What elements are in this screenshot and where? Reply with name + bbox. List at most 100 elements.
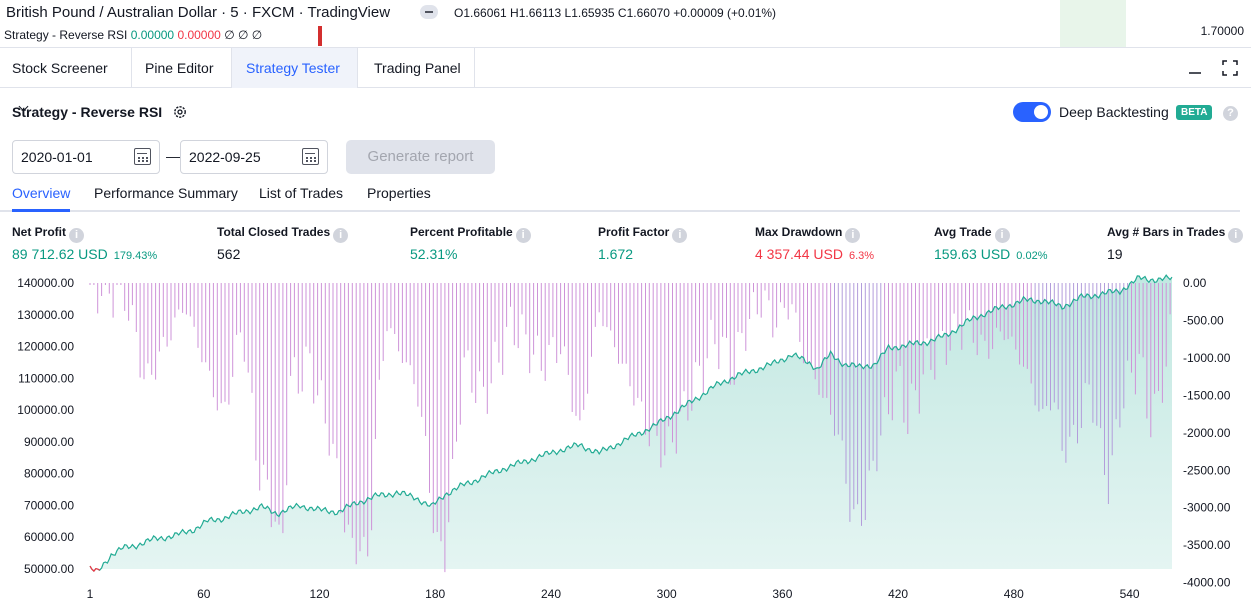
ohlc-values: O1.66061 H1.66113 L1.65935 C1.66070 +0.0… [454, 6, 777, 20]
equity-line [89, 274, 1173, 572]
date-separator: — [166, 148, 180, 164]
x-axis-label: 180 [425, 587, 445, 601]
y-axis-right-label: -1000.00 [1183, 351, 1231, 365]
info-icon[interactable]: i [994, 228, 1010, 243]
end-date-value: 2022-09-25 [189, 149, 261, 165]
tab-overview[interactable]: Overview [12, 185, 71, 212]
metric-label: Profit Factor [598, 225, 670, 239]
end-date-input[interactable]: 2022-09-25 [180, 140, 328, 174]
strategy-legend-label: Strategy - Reverse RSI [4, 28, 128, 42]
gear-icon[interactable] [172, 104, 188, 120]
info-icon[interactable]: i [1228, 228, 1244, 243]
strategy-title: Strategy - Reverse RSI [12, 104, 163, 120]
bottom-panel-tabs: Stock Screener Pine Editor Strategy Test… [0, 48, 1251, 112]
metric-total-closed-trades: Total Closed Trades i 562 [217, 225, 349, 262]
beta-badge: BETA [1176, 105, 1213, 120]
chart-header: British Pound / Australian Dollar · 5 · … [0, 0, 1251, 48]
x-axis-label: 240 [541, 587, 561, 601]
x-axis-label: 540 [1120, 587, 1140, 601]
tab-trading-panel[interactable]: Trading Panel [358, 48, 475, 88]
tab-stock-screener[interactable]: Stock Screener [0, 48, 132, 112]
y-axis-right-label: 0.00 [1183, 276, 1207, 290]
x-axis-label: 120 [309, 587, 329, 601]
metric-avg-trade: Avg Trade i 159.63 USD 0.02% [934, 225, 1047, 262]
metric-profit-factor: Profit Factor i 1.672 [598, 225, 688, 262]
info-icon[interactable]: i [845, 228, 861, 243]
equity-line-start [89, 565, 100, 572]
metric-label: Max Drawdown [755, 225, 843, 239]
x-axis-label: 420 [888, 587, 908, 601]
metric-avg-bars: Avg # Bars in Trades i 19 [1107, 225, 1244, 262]
y-axis-left-label: 100000.00 [17, 403, 74, 417]
metric-label: Percent Profitable [410, 225, 513, 239]
metric-value: 1.672 [598, 246, 634, 262]
x-axis-label: 60 [197, 587, 211, 601]
generate-report-button[interactable]: Generate report [346, 140, 495, 174]
y-axis-left-label: 60000.00 [24, 530, 74, 544]
info-icon[interactable]: i [69, 228, 84, 243]
y-axis-left-label: 110000.00 [18, 371, 74, 385]
metric-net-profit: Net Profit i 89 712.62 USD 179.43% [12, 225, 157, 262]
info-icon[interactable]: i [515, 228, 531, 243]
metric-percent: 6.3% [848, 250, 875, 262]
collapse-icon[interactable] [420, 5, 438, 19]
tab-list-of-trades[interactable]: List of Trades [259, 185, 344, 201]
y-axis-left-label: 130000.00 [17, 308, 74, 322]
y-axis-left-label: 90000.00 [24, 435, 74, 449]
strategy-legend[interactable]: Strategy - Reverse RSI 0.00000 0.00000 ∅… [4, 28, 262, 42]
metric-percent: 179.43% [113, 250, 158, 262]
metric-percent-profitable: Percent Profitable i 52.31% [410, 225, 531, 262]
metric-label: Net Profit [12, 225, 66, 239]
chart-highlight-band [1060, 0, 1126, 47]
strategy-legend-value-1: 0.00000 [130, 28, 175, 42]
strategy-legend-value-3: ∅ ∅ ∅ [224, 28, 263, 42]
report-subtabs: Overview Performance Summary List of Tra… [0, 182, 1240, 212]
metric-value: 19 [1107, 246, 1123, 262]
info-icon[interactable]: i [333, 228, 349, 243]
maximize-icon[interactable] [1222, 60, 1238, 76]
price-axis-label: 1.70000 [1200, 24, 1244, 38]
metric-label: Avg Trade [934, 225, 992, 239]
start-date-input[interactable]: 2020-01-01 [12, 140, 160, 174]
metric-max-drawdown: Max Drawdown i 4 357.44 USD 6.3% [755, 225, 874, 262]
equity-chart[interactable]: 140000.00 130000.00 120000.00 110000.00 1000… [0, 270, 1251, 611]
y-axis-left-label: 140000.00 [17, 276, 74, 290]
y-axis-right-label: -3000.00 [1183, 501, 1231, 515]
y-axis-right-label: -2500.00 [1183, 463, 1231, 477]
calendar-icon[interactable] [134, 148, 151, 165]
metric-value: 89 712.62 USD [12, 246, 108, 262]
candle-mark [318, 26, 322, 46]
y-axis-left-label: 120000.00 [17, 340, 74, 354]
start-date-value: 2020-01-01 [21, 149, 93, 165]
metric-label: Avg # Bars in Trades [1107, 225, 1226, 239]
metric-value: 562 [217, 246, 241, 262]
y-axis-left-label: 70000.00 [24, 498, 74, 512]
metric-value: 159.63 USD [934, 246, 1011, 262]
metric-value: 4 357.44 USD [755, 246, 843, 262]
metric-percent: 0.02% [1016, 250, 1048, 262]
equity-area [90, 275, 1172, 572]
y-axis-right-label: -1500.00 [1183, 388, 1231, 402]
calendar-icon[interactable] [302, 148, 319, 165]
x-axis-label: 1 [87, 587, 94, 601]
info-icon[interactable]: i [672, 228, 688, 243]
y-axis-left-label: 80000.00 [24, 467, 74, 481]
x-axis-label: 360 [772, 587, 792, 601]
deep-backtesting-toggle[interactable] [1013, 102, 1051, 122]
strategy-legend-value-2: 0.00000 [177, 28, 221, 42]
tab-stock-screener-label: Stock Screener [12, 60, 108, 76]
tab-strategy-tester[interactable]: Strategy Tester [232, 48, 358, 88]
metric-value: 52.31% [410, 246, 458, 262]
minimize-icon[interactable] [1187, 60, 1203, 76]
metric-label: Total Closed Trades [217, 225, 331, 239]
symbol-title[interactable]: British Pound / Australian Dollar · 5 · … [6, 4, 391, 21]
x-axis-label: 300 [657, 587, 677, 601]
tab-properties[interactable]: Properties [367, 185, 431, 201]
tab-pine-editor[interactable]: Pine Editor [132, 48, 232, 88]
x-axis-label: 480 [1004, 587, 1024, 601]
tab-performance-summary[interactable]: Performance Summary [94, 185, 238, 201]
deep-backtesting-label: Deep Backtesting [1059, 104, 1169, 120]
y-axis-right-label: -3500.00 [1183, 538, 1231, 552]
help-icon[interactable]: ? [1223, 106, 1238, 121]
y-axis-right-label: -4000.00 [1183, 576, 1231, 590]
